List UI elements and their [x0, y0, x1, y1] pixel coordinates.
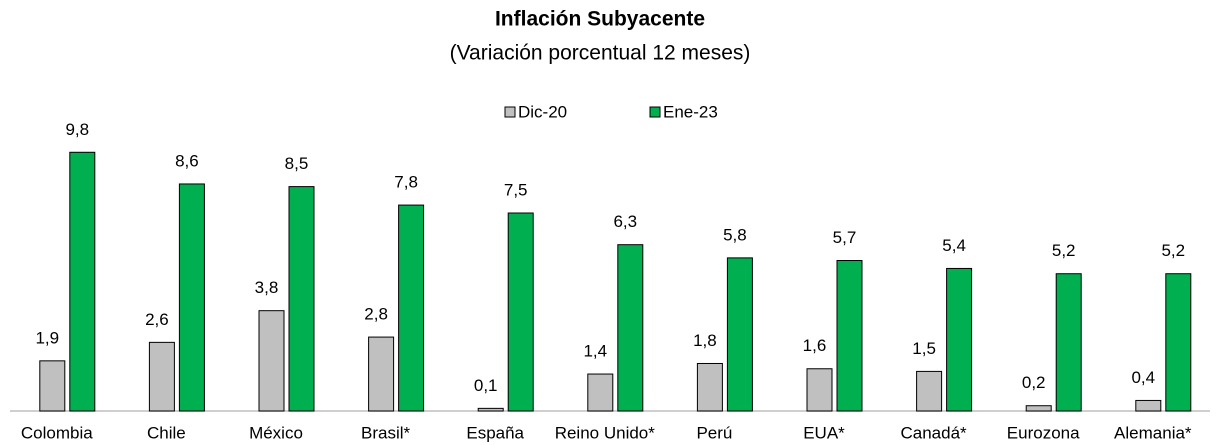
value-label: 5,8 [723, 225, 747, 244]
bar [726, 257, 753, 412]
x-tick-label: Colombia [21, 423, 93, 442]
x-tick-label: Alemania* [1114, 423, 1192, 442]
value-label: 0,1 [474, 376, 498, 395]
x-tick-label: Reino Unido* [555, 423, 656, 442]
bar [587, 373, 614, 412]
legend-label: Dic-20 [518, 102, 567, 121]
bar [916, 370, 943, 412]
value-label: 2,6 [145, 310, 169, 329]
value-label: 8,6 [175, 151, 199, 170]
value-label: 1,6 [803, 336, 827, 355]
bar [288, 186, 315, 412]
value-label: 1,8 [693, 331, 717, 350]
bar [617, 244, 644, 412]
bar [178, 183, 205, 412]
value-label: 1,5 [912, 339, 936, 358]
chart-title: Inflación Subyacente [495, 8, 705, 31]
x-tick-label: España [466, 423, 524, 442]
bar [1135, 399, 1162, 412]
bar [69, 151, 96, 412]
x-tick-label: Brasil* [361, 423, 411, 442]
x-tick-label: Eurozona [1007, 423, 1080, 442]
value-label: 1,9 [35, 328, 59, 347]
x-tick-label: EUA* [803, 423, 845, 442]
bar [1055, 273, 1082, 412]
bar [398, 204, 425, 412]
x-tick-label: Canadá* [901, 423, 968, 442]
value-label: 5,2 [1161, 241, 1185, 260]
x-tick-label: Chile [147, 423, 186, 442]
bar [148, 341, 175, 412]
value-label: 5,4 [942, 236, 966, 255]
chart-subtitle: (Variación porcentual 12 meses) [450, 42, 751, 65]
value-label: 3,8 [255, 278, 279, 297]
value-label: 1,4 [583, 342, 607, 361]
bar [1025, 405, 1052, 412]
x-tick-label: Perú [696, 423, 732, 442]
value-label: 6,3 [613, 212, 637, 231]
value-label: 5,2 [1052, 241, 1076, 260]
value-label: 9,8 [65, 120, 89, 139]
x-tick-label: México [249, 423, 303, 442]
bar [258, 310, 285, 412]
bar [946, 267, 973, 412]
bar [39, 360, 66, 412]
bar [507, 212, 534, 412]
value-label: 7,5 [504, 180, 528, 199]
value-label: 5,7 [833, 228, 857, 247]
bar [1165, 273, 1192, 412]
value-label: 0,2 [1022, 373, 1046, 392]
bar [477, 407, 504, 412]
value-label: 8,5 [285, 154, 309, 173]
legend-label: Ene-23 [663, 102, 718, 121]
legend-swatch [649, 106, 661, 118]
bar [696, 362, 723, 412]
value-label: 0,4 [1131, 368, 1155, 387]
bar [368, 336, 395, 412]
bar [806, 368, 833, 412]
bar [836, 260, 863, 412]
value-label: 7,8 [394, 173, 418, 192]
legend-swatch [504, 106, 516, 118]
value-label: 2,8 [364, 305, 388, 324]
